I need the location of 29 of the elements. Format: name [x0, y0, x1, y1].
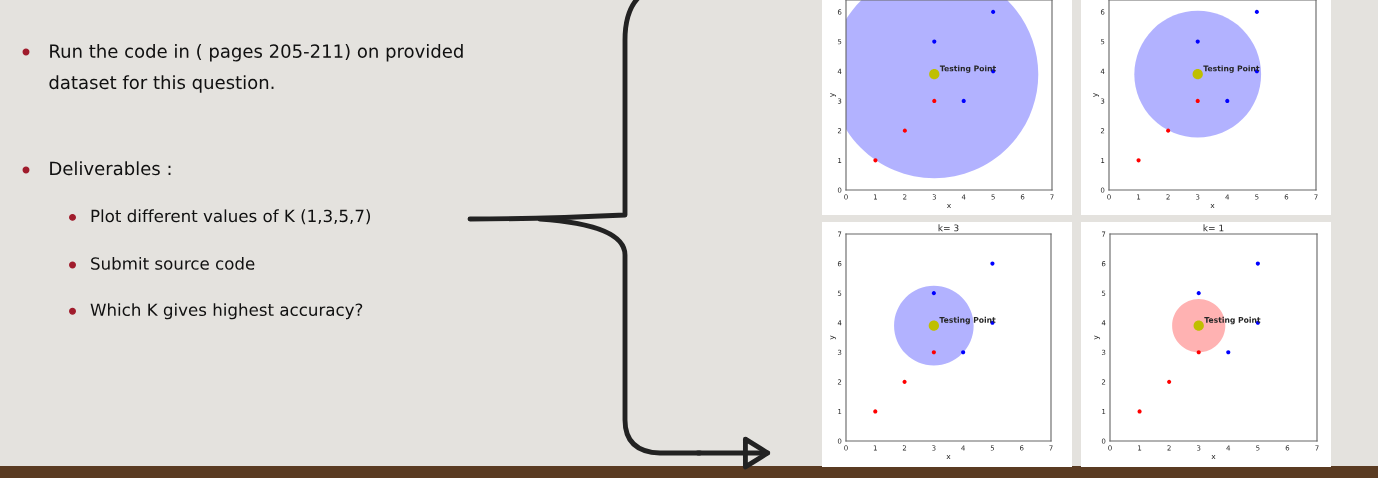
point: [1226, 350, 1231, 355]
point: [1196, 350, 1201, 355]
point: [1225, 98, 1230, 104]
point: [932, 98, 937, 104]
point: [1255, 261, 1260, 266]
point: [928, 320, 940, 331]
text: Which K gives highest accuracy?: [90, 303, 363, 320]
point: [902, 128, 907, 133]
point: [902, 379, 907, 384]
point: [961, 98, 966, 104]
point: [1196, 291, 1201, 296]
point: [931, 350, 936, 355]
chart-title: k= 3: [938, 224, 959, 232]
point: [1192, 69, 1203, 80]
chart-title: k= 1: [1203, 224, 1224, 232]
text: Plot different values of K (1,3,5,7): [91, 209, 371, 225]
text: Submit source code: [91, 256, 255, 270]
point: [991, 9, 996, 14]
point: [1167, 379, 1172, 384]
point: [1166, 128, 1171, 133]
point: [961, 350, 966, 355]
point: [929, 69, 940, 80]
point: [1195, 98, 1200, 104]
text: Run the code in ( pages 205-211) on provided dataset for this question.: [49, 44, 463, 93]
point: [1254, 9, 1259, 14]
point: [873, 409, 878, 414]
text: Deliverables :: [50, 161, 171, 176]
point: [931, 291, 936, 296]
point: [1193, 320, 1204, 331]
